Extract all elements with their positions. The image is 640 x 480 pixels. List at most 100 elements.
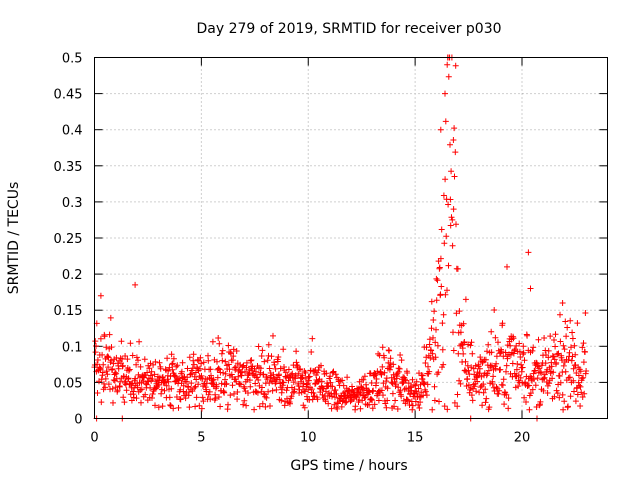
data-point bbox=[396, 365, 403, 372]
data-point bbox=[158, 386, 165, 393]
data-point bbox=[233, 348, 240, 354]
data-point bbox=[219, 347, 226, 354]
data-point bbox=[502, 349, 509, 356]
data-point bbox=[559, 300, 566, 306]
data-point bbox=[395, 384, 402, 391]
x-axis-title: GPS time / hours bbox=[290, 458, 407, 474]
data-point bbox=[119, 362, 126, 369]
data-point bbox=[496, 387, 503, 394]
data-point bbox=[474, 378, 481, 385]
data-point bbox=[415, 385, 422, 392]
data-point bbox=[449, 216, 456, 223]
data-point bbox=[318, 378, 325, 385]
data-point bbox=[430, 334, 436, 341]
data-point bbox=[447, 196, 454, 203]
data-point bbox=[247, 383, 254, 390]
data-point bbox=[431, 397, 438, 404]
data-point bbox=[428, 347, 435, 354]
data-point bbox=[283, 387, 290, 394]
data-point bbox=[577, 368, 584, 375]
data-point bbox=[383, 378, 390, 385]
data-point bbox=[552, 331, 559, 338]
data-point bbox=[461, 339, 468, 345]
data-point bbox=[426, 341, 433, 348]
data-point bbox=[198, 405, 205, 412]
data-point bbox=[226, 366, 233, 373]
y-tick-label: 0 bbox=[74, 413, 82, 428]
data-point bbox=[277, 365, 284, 372]
data-point bbox=[390, 361, 397, 368]
data-point bbox=[378, 371, 385, 378]
data-point bbox=[442, 118, 449, 125]
data-point bbox=[486, 404, 493, 411]
data-point bbox=[402, 376, 408, 383]
data-point bbox=[299, 374, 306, 381]
data-point bbox=[572, 351, 579, 358]
data-point bbox=[362, 394, 369, 401]
data-point bbox=[116, 383, 123, 390]
data-point bbox=[105, 354, 112, 361]
data-point bbox=[441, 403, 448, 410]
data-point bbox=[102, 375, 109, 382]
data-point bbox=[423, 344, 430, 351]
data-point bbox=[129, 352, 136, 359]
data-point bbox=[504, 355, 511, 362]
data-point bbox=[365, 389, 372, 396]
data-point bbox=[551, 393, 558, 400]
data-point bbox=[190, 357, 197, 364]
data-point bbox=[209, 338, 216, 345]
data-point bbox=[379, 363, 386, 370]
data-point bbox=[523, 399, 529, 405]
data-point bbox=[428, 298, 435, 305]
data-point bbox=[216, 366, 223, 373]
data-point bbox=[361, 394, 368, 401]
data-point bbox=[453, 221, 459, 228]
data-point bbox=[297, 366, 304, 372]
data-point bbox=[163, 382, 170, 389]
data-point bbox=[142, 391, 149, 398]
data-point bbox=[276, 371, 282, 378]
data-point bbox=[323, 370, 330, 377]
data-point bbox=[438, 226, 445, 233]
data-point bbox=[398, 393, 405, 400]
data-point bbox=[223, 380, 230, 387]
data-point bbox=[530, 370, 537, 377]
data-point bbox=[525, 249, 532, 256]
data-point bbox=[222, 358, 229, 365]
data-point bbox=[161, 387, 168, 394]
data-point bbox=[504, 263, 510, 270]
data-point bbox=[134, 384, 141, 391]
data-point bbox=[398, 357, 405, 364]
data-point bbox=[445, 73, 452, 80]
data-point bbox=[440, 192, 447, 199]
data-point bbox=[489, 381, 496, 387]
data-point bbox=[263, 394, 270, 401]
data-point bbox=[520, 349, 527, 356]
data-point bbox=[119, 356, 126, 362]
data-point bbox=[451, 173, 458, 180]
data-point bbox=[329, 383, 336, 390]
data-point bbox=[480, 389, 487, 396]
data-point bbox=[325, 400, 332, 407]
data-point bbox=[451, 399, 458, 406]
plot-frame bbox=[94, 57, 608, 419]
data-point bbox=[259, 347, 266, 354]
data-point bbox=[529, 347, 536, 354]
data-point bbox=[473, 388, 480, 395]
data-point bbox=[568, 344, 574, 351]
data-point bbox=[419, 372, 426, 379]
data-point bbox=[409, 402, 416, 409]
data-point bbox=[136, 338, 143, 345]
data-point bbox=[562, 368, 569, 375]
data-point bbox=[360, 376, 367, 383]
data-point bbox=[388, 374, 395, 381]
data-point bbox=[344, 374, 351, 381]
data-point bbox=[435, 369, 442, 376]
data-point bbox=[422, 388, 429, 395]
data-point bbox=[514, 361, 521, 367]
data-point bbox=[338, 403, 345, 410]
data-point bbox=[258, 353, 265, 359]
data-point bbox=[444, 61, 451, 68]
data-point bbox=[200, 359, 207, 366]
data-point bbox=[517, 354, 524, 360]
